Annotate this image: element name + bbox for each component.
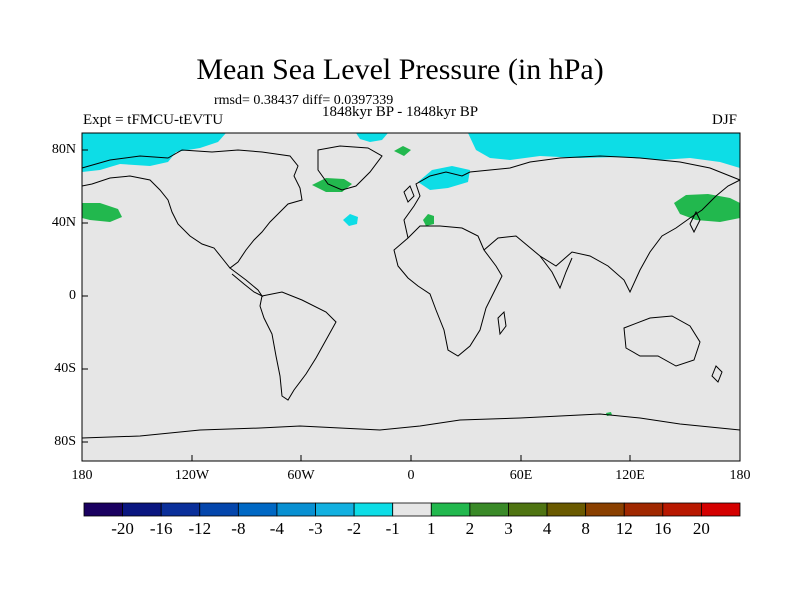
y-label-80s: 80S xyxy=(54,434,76,449)
colorbar-swatch xyxy=(585,502,625,517)
colorbar-label: 20 xyxy=(692,519,710,538)
colorbar-swatch xyxy=(430,502,471,517)
colorbar-swatch xyxy=(353,502,394,517)
y-label-40n: 40N xyxy=(51,215,76,230)
scandinavia-region xyxy=(418,166,470,190)
south-america-coast xyxy=(259,291,337,401)
map-field xyxy=(82,133,740,461)
madagascar-coast xyxy=(497,310,507,336)
colorbar-label: -4 xyxy=(269,519,284,538)
period-text: 1848kyr BP - 1848kyr BP xyxy=(322,104,479,120)
europe-coast xyxy=(403,155,741,239)
new-zealand-coast xyxy=(711,365,723,383)
x-label-180e: 180 xyxy=(729,468,751,483)
colorbar-swatch xyxy=(237,502,278,517)
colorbar-swatch xyxy=(199,502,239,517)
north-america-coast xyxy=(81,149,303,269)
antarctica-coast xyxy=(81,413,741,439)
x-label-60w: 60W xyxy=(287,468,315,483)
australia-coast xyxy=(623,315,701,367)
atlantic-small-region xyxy=(343,214,358,226)
x-label-0: 0 xyxy=(407,468,415,483)
coastlines xyxy=(81,145,741,439)
season-text: DJF xyxy=(712,112,738,128)
colorbar-label: 1 xyxy=(427,519,436,538)
stats-text: rmsd= 0.38437 diff= 0.0397339 xyxy=(214,93,394,108)
colorbar-swatch xyxy=(469,502,509,517)
colorbar-swatch xyxy=(276,502,316,517)
colorbar-swatch xyxy=(315,502,355,517)
uk-coast xyxy=(403,185,415,203)
greenland-coast xyxy=(317,145,383,191)
north-pacific-east-region xyxy=(82,203,122,222)
colorbar-swatch xyxy=(623,502,664,517)
colorbar-swatch xyxy=(508,502,548,517)
mediterranean-region xyxy=(423,214,434,226)
colorbar-label: -20 xyxy=(111,519,134,538)
y-label-0: 0 xyxy=(69,288,76,303)
colorbar-swatch xyxy=(701,502,741,517)
arctic-canada-region xyxy=(82,133,226,172)
colorbar-label: 3 xyxy=(504,519,513,538)
colorbar-label: -16 xyxy=(149,519,173,538)
x-label-60e: 60E xyxy=(509,468,533,483)
colorbar-label: -2 xyxy=(347,519,362,538)
colorbar-swatch xyxy=(546,502,587,517)
colorbar-label: -12 xyxy=(188,519,212,538)
experiment-text: Expt = tFMCU-tEVTU xyxy=(83,112,224,128)
colorbar-label: 2 xyxy=(465,519,475,538)
colorbar-label: 16 xyxy=(654,519,672,538)
map-title: Mean Sea Level Pressure (in hPa) xyxy=(196,53,604,86)
colorbar-label: -1 xyxy=(385,519,400,538)
greenland-sea-region xyxy=(356,133,388,142)
colorbar-swatch xyxy=(662,502,702,517)
positive-anomaly-regions xyxy=(82,146,740,416)
japan-coast xyxy=(689,210,701,234)
colorbar-label: 8 xyxy=(581,519,590,538)
north-pacific-west-region xyxy=(674,194,740,222)
x-label-180w: 180 xyxy=(71,468,93,483)
colorbar-swatch xyxy=(122,502,162,517)
africa-coast xyxy=(393,225,503,357)
colorbar-label: 12 xyxy=(615,519,633,538)
colorbar-label: -3 xyxy=(308,519,323,538)
greenland-region xyxy=(312,178,352,192)
colorbar-label: 4 xyxy=(542,519,552,538)
colorbar-swatch xyxy=(83,502,123,517)
x-label-120e: 120E xyxy=(615,468,645,483)
x-label-120w: 120W xyxy=(174,468,210,483)
arctic-small-region xyxy=(394,146,411,156)
axis-ticks xyxy=(81,149,741,461)
colorbar xyxy=(83,502,741,517)
colorbar-swatch xyxy=(392,502,432,517)
colorbar-swatch xyxy=(160,502,201,517)
negative-anomaly-regions xyxy=(82,133,740,226)
colorbar-label: -8 xyxy=(231,519,246,538)
y-label-40s: 40S xyxy=(54,361,76,376)
arctic-eurasia-region xyxy=(468,133,740,168)
y-label-80n: 80N xyxy=(51,142,76,157)
india-coast xyxy=(539,255,573,290)
